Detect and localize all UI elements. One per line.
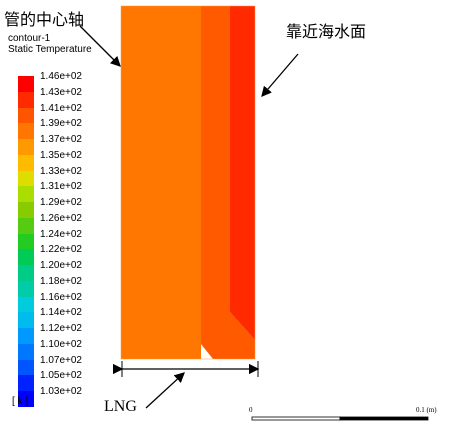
legend-tick-label: 1.37e+02 (40, 134, 82, 145)
legend-tick-label: 1.14e+02 (40, 307, 82, 319)
legend-swatch (18, 265, 34, 281)
legend-swatch (18, 280, 34, 297)
legend-swatch (18, 170, 34, 187)
legend-tick-label: 1.29e+02 (40, 197, 82, 208)
lng-label: LNG (104, 398, 137, 415)
pipe-mid-region (201, 6, 255, 359)
legend-swatch (18, 186, 34, 202)
legend-color-bar (18, 76, 34, 407)
legend-tick-label: 1.07e+02 (40, 354, 82, 366)
legend-tick-label: 1.03e+02 (40, 386, 82, 397)
legend-tick-label: 1.46e+02 (40, 71, 82, 82)
legend-swatch (18, 76, 34, 92)
legend-swatch (18, 296, 34, 313)
legend-tick-label: 1.33e+02 (40, 165, 82, 177)
legend-tick-label: 1.31e+02 (40, 181, 82, 193)
legend-swatch (18, 139, 34, 155)
unit-label: [ k ] (12, 396, 29, 407)
legend-swatch (18, 233, 34, 250)
legend-tick-label: 1.10e+02 (40, 338, 82, 350)
legend-swatch (18, 343, 34, 360)
legend-tick-label: 1.18e+02 (40, 275, 82, 287)
legend-tick-label: 1.41e+02 (40, 102, 82, 114)
legend-tick-label: 1.05e+02 (40, 370, 82, 382)
legend-tick-label: 1.16e+02 (40, 291, 82, 303)
lng-arrow (145, 372, 185, 409)
legend-swatch (18, 249, 34, 265)
legend-swatch (18, 107, 34, 124)
legend-swatch (18, 359, 34, 376)
legend-tick-label: 1.26e+02 (40, 212, 82, 224)
scale-bar-black (339, 416, 429, 421)
legend-tick-label: 1.22e+02 (40, 244, 82, 256)
legend-tick-label: 1.20e+02 (40, 260, 82, 271)
pipe-outline (120, 5, 256, 360)
center-axis-arrow (79, 25, 121, 67)
pipe-core-region (121, 6, 201, 359)
pipe-wall-region (230, 6, 255, 340)
legend-swatch (18, 123, 34, 139)
scale-start-label: 0 (249, 406, 253, 414)
contour-name: contour-1 (8, 33, 51, 44)
legend-tick-label: 1.39e+02 (40, 118, 82, 130)
scale-bar-white (251, 416, 341, 421)
scale-end-label: 0.1 (m) (416, 406, 437, 414)
legend-tick-label: 1.12e+02 (40, 323, 82, 334)
legend-swatch (18, 328, 34, 344)
legend-tick-label: 1.35e+02 (40, 149, 82, 161)
legend-swatch (18, 217, 34, 234)
legend-swatch (18, 91, 34, 108)
legend-tick-label: 1.43e+02 (40, 86, 82, 98)
near-sea-label: 靠近海水面 (286, 22, 367, 41)
legend-swatch (18, 375, 34, 391)
near-sea-arrow (261, 53, 299, 97)
legend-swatch (18, 202, 34, 218)
legend-tick-label: 1.24e+02 (40, 228, 82, 240)
legend-swatch (18, 154, 34, 171)
legend-swatch (18, 312, 34, 328)
contour-variable: Static Temperature (8, 44, 92, 55)
legend-swatch (18, 391, 34, 407)
center-axis-label: 管的中心轴 (4, 10, 85, 29)
